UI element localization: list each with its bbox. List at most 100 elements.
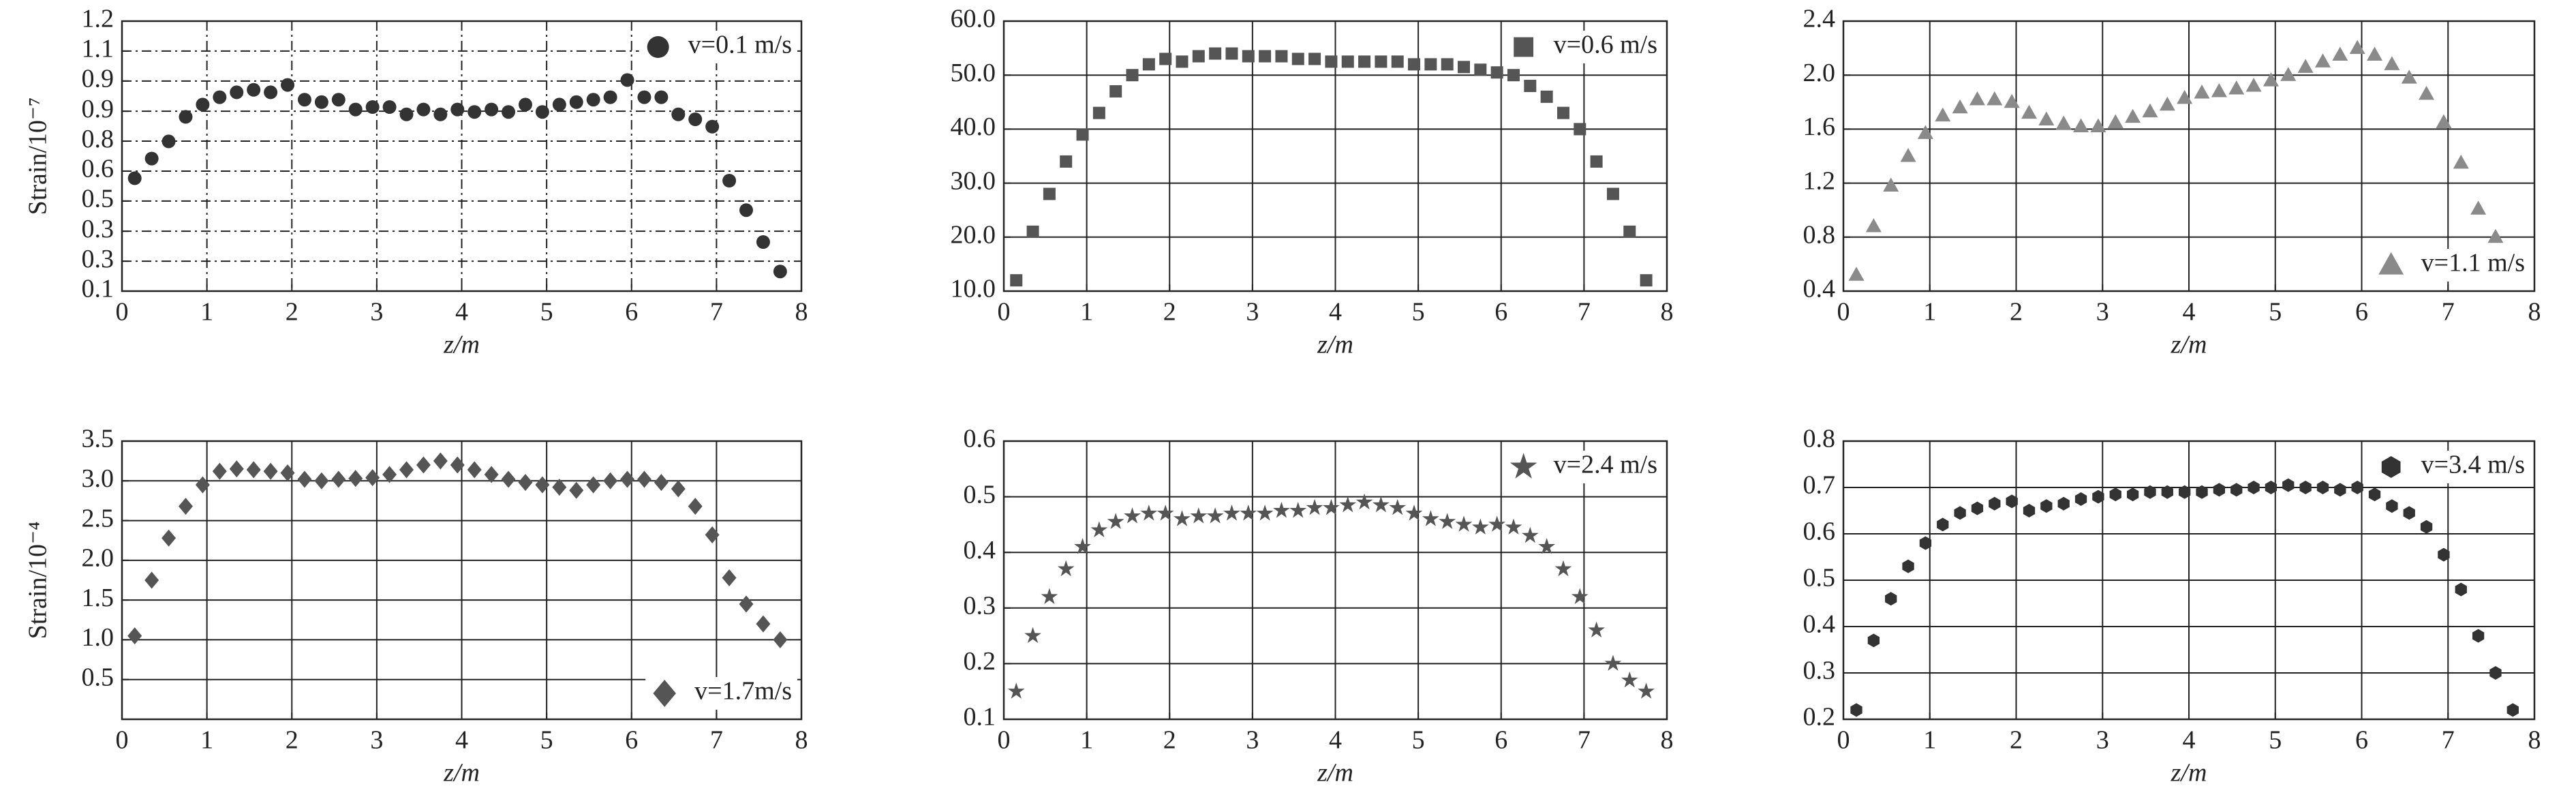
x-tick-label: 5	[1412, 726, 1425, 755]
marker	[1074, 538, 1091, 554]
marker	[552, 479, 567, 496]
marker	[365, 469, 380, 487]
marker	[467, 105, 482, 119]
marker	[1041, 588, 1058, 604]
marker	[1389, 498, 1407, 515]
marker	[1969, 91, 1985, 106]
marker	[1259, 50, 1272, 63]
marker	[654, 474, 669, 492]
marker	[1405, 505, 1423, 521]
marker	[637, 90, 651, 104]
y-tick-label: 0.5	[1803, 564, 1836, 592]
y-tick-label: 0.3	[82, 215, 114, 243]
x-axis-label: z/m	[2171, 759, 2207, 787]
marker	[2472, 629, 2485, 643]
x-tick-label: 0	[998, 726, 1011, 755]
plot-frame	[1842, 20, 2536, 292]
marker	[569, 481, 584, 499]
marker	[688, 498, 703, 515]
plot-frame	[121, 440, 803, 721]
marker	[2334, 483, 2346, 497]
x-tick-label: 5	[2269, 726, 2282, 755]
subplot: 0.5 1.0 1.5 2.0 2.5 3.0 3.5 0 1 2 3 4 5 6 7 8 z/m Strain/…	[24, 425, 808, 787]
marker	[2142, 103, 2158, 118]
marker	[1490, 66, 1503, 79]
marker	[1590, 155, 1603, 168]
marker	[1190, 507, 1208, 524]
marker	[1057, 560, 1075, 577]
marker	[569, 95, 583, 109]
marker	[2297, 59, 2314, 73]
marker	[1971, 501, 1984, 515]
marker	[2161, 485, 2173, 499]
marker	[365, 100, 380, 114]
marker	[1375, 55, 1387, 68]
marker	[1917, 125, 1933, 139]
marker	[212, 462, 227, 480]
marker	[1865, 217, 1882, 232]
marker	[2179, 485, 2191, 499]
marker	[722, 174, 737, 187]
marker	[2177, 89, 2193, 104]
marker	[1240, 505, 1257, 521]
marker	[1192, 50, 1205, 63]
marker	[399, 461, 414, 479]
marker	[2126, 487, 2139, 502]
plot-frame	[121, 20, 803, 292]
marker	[1885, 592, 1897, 606]
marker	[1209, 47, 1222, 60]
y-tick-label: 0.8	[1803, 221, 1836, 250]
marker	[2265, 481, 2278, 494]
marker	[620, 73, 634, 87]
marker	[1339, 496, 1357, 513]
marker	[1159, 52, 1172, 65]
marker	[2073, 118, 2089, 132]
marker	[2090, 118, 2106, 132]
marker	[1571, 588, 1589, 604]
x-tick-label: 1	[200, 298, 213, 327]
marker	[722, 569, 737, 587]
marker	[196, 97, 210, 112]
marker	[416, 456, 431, 474]
x-tick-label: 0	[998, 298, 1011, 327]
x-tick-label: 8	[1661, 726, 1674, 755]
marker	[2057, 496, 2070, 511]
x-tick-label: 8	[795, 726, 808, 755]
marker	[178, 498, 193, 515]
x-tick-label: 7	[1578, 726, 1591, 755]
marker	[2040, 499, 2053, 513]
marker	[1391, 55, 1404, 68]
marker	[382, 466, 397, 483]
marker	[1323, 498, 1340, 515]
marker	[1540, 90, 1553, 103]
subplot: 0.10.30.30.50.60.80.90.91.11.20 1 2 3 4 5 6 7 8z…	[24, 5, 808, 359]
marker	[382, 100, 397, 114]
legend-label: v=0.1 m/s	[688, 31, 792, 59]
y-tick-label: 1.6	[1803, 112, 1836, 141]
x-tick-label: 2	[2010, 298, 2023, 327]
marker	[1306, 498, 1323, 515]
marker	[2055, 115, 2072, 130]
marker	[1987, 91, 2003, 106]
marker	[2280, 67, 2297, 81]
marker	[246, 461, 261, 479]
y-tick-label: 1.2	[82, 5, 114, 33]
marker	[1935, 107, 1951, 122]
marker	[2211, 82, 2227, 97]
marker	[773, 265, 787, 279]
x-tick-label: 0	[1837, 726, 1850, 755]
marker	[144, 571, 159, 589]
marker	[1408, 58, 1421, 71]
x-tick-label: 5	[1412, 298, 1425, 327]
marker	[739, 595, 754, 613]
marker	[2248, 481, 2260, 494]
legend-marker	[2378, 252, 2404, 275]
marker	[1441, 58, 1454, 71]
marker	[2230, 483, 2243, 497]
x-tick-label: 1	[1923, 298, 1936, 327]
marker	[1174, 510, 1191, 526]
marker	[2455, 582, 2467, 597]
marker	[654, 90, 669, 104]
marker	[2107, 114, 2123, 128]
